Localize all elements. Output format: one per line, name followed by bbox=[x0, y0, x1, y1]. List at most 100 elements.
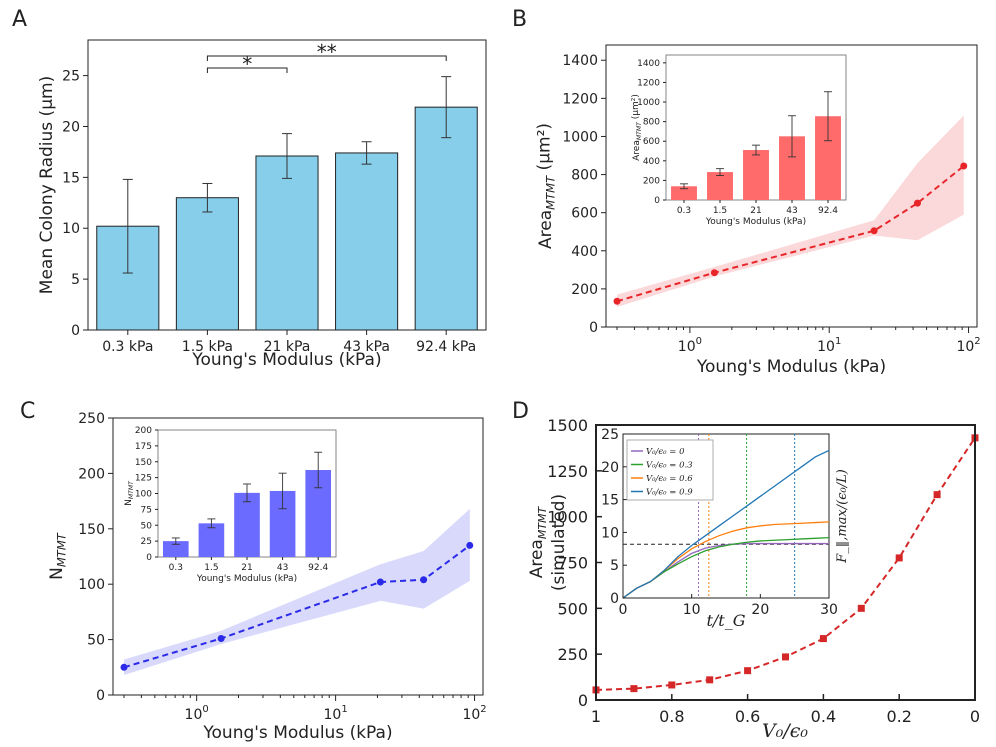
d-xlabel: V₀/ϵ₀ bbox=[762, 720, 808, 742]
c-ytick-label: 100 bbox=[78, 577, 105, 593]
a-ytick-label: 20 bbox=[62, 119, 80, 135]
d-inset-legend-label: V₀/ϵ₀ = 0 bbox=[646, 447, 685, 457]
d-data-point bbox=[895, 554, 903, 562]
c-xtick-label: 101 bbox=[324, 704, 348, 723]
c-inset-ytick-label: 100 bbox=[135, 490, 152, 500]
c-data-point bbox=[420, 576, 428, 584]
a-xtick-label: 0.3 kPa bbox=[102, 339, 153, 355]
b-inset-ytick-label: 200 bbox=[643, 176, 660, 186]
c-inset-ylabel: NMTMT bbox=[124, 480, 135, 506]
c-data-point bbox=[217, 634, 225, 642]
b-ytick-label: 200 bbox=[571, 282, 598, 298]
b-inset-ytick-label: 1200 bbox=[637, 78, 660, 88]
b-inset-xtick-label: 21 bbox=[750, 206, 761, 216]
c-inset-xtick-label: 0.3 bbox=[169, 563, 183, 573]
d-ytick-label: 750 bbox=[557, 554, 588, 573]
d-inset-ytick-label: 5 bbox=[610, 558, 619, 574]
c-ytick-label: 50 bbox=[87, 633, 105, 649]
c-xtick-label: 100 bbox=[185, 704, 209, 723]
a-ytick-label: 10 bbox=[62, 221, 80, 237]
d-ytick-label: 500 bbox=[557, 599, 588, 618]
d-data-point bbox=[857, 604, 865, 612]
c-ytick-label: 250 bbox=[78, 411, 105, 427]
c-inset-bar bbox=[162, 541, 189, 557]
c-xlabel: Young's Modulus (kPa) bbox=[202, 723, 392, 743]
d-xtick-label: 1 bbox=[591, 707, 601, 726]
c-inset-ytick-label: 150 bbox=[135, 458, 152, 468]
d-ytick-label: 250 bbox=[557, 645, 588, 664]
b-inset-ytick-label: 400 bbox=[643, 157, 660, 167]
d-xtick-label: 0 bbox=[970, 707, 980, 726]
c-ylabel: NMTMT bbox=[47, 532, 68, 580]
c-inset-xlabel: Young's Modulus (kPa) bbox=[196, 574, 297, 584]
b-xtick-label: 102 bbox=[956, 336, 980, 355]
b-ytick-label: 800 bbox=[571, 168, 598, 184]
d-inset-xtick-label: 0 bbox=[619, 602, 628, 618]
c-inset-bar bbox=[198, 523, 225, 557]
b-inset-ylabel: AreaMTMT (μm²) bbox=[631, 94, 643, 161]
b-inset-ytick-label: 800 bbox=[643, 118, 660, 128]
c-inset-ytick-label: 200 bbox=[135, 426, 152, 436]
d-inset-series-line bbox=[622, 449, 830, 599]
d-ytick-label: 1000 bbox=[547, 508, 588, 527]
d-data-point bbox=[744, 667, 752, 675]
panel-letter-d: D bbox=[512, 399, 529, 424]
c-ytick-label: 200 bbox=[78, 466, 105, 482]
d-inset-ytick-label: 15 bbox=[601, 493, 619, 509]
d-inset-legend bbox=[626, 439, 714, 501]
a-ytick-label: 15 bbox=[62, 170, 80, 186]
a-ylabel: Mean Colony Radius (μm) bbox=[37, 76, 57, 294]
a-ytick-label: 0 bbox=[71, 323, 80, 339]
b-data-point bbox=[613, 297, 621, 305]
b-inset-xtick-label: 92.4 bbox=[818, 206, 838, 216]
d-inset-ytick-label: 20 bbox=[601, 460, 619, 476]
d-inset-xtick-label: 10 bbox=[683, 602, 701, 618]
d-ylabel: AreaMTMT(simulated) bbox=[527, 494, 569, 591]
a-xlabel: Young's Modulus (kPa) bbox=[191, 350, 381, 370]
b-ytick-label: 0 bbox=[589, 320, 598, 336]
c-inset-ytick-label: 125 bbox=[135, 474, 152, 484]
b-ytick-label: 1200 bbox=[562, 91, 598, 107]
a-bar bbox=[175, 197, 239, 331]
b-inset-ytick-label: 1400 bbox=[637, 59, 660, 69]
b-data-point bbox=[913, 199, 921, 207]
c-xtick-label: 102 bbox=[462, 704, 486, 723]
b-plot-frame bbox=[605, 44, 978, 328]
a-ytick-label: 5 bbox=[71, 272, 80, 288]
c-plot-frame bbox=[112, 417, 484, 696]
d-inset-xlabel: t/t_G bbox=[706, 611, 745, 630]
a-xtick-label: 43 kPa bbox=[343, 339, 390, 355]
b-inset-bar bbox=[707, 172, 733, 200]
c-inset-xtick-label: 92.4 bbox=[308, 563, 328, 573]
b-inset-ytick-label: 0 bbox=[654, 196, 660, 206]
b-ytick-label: 600 bbox=[571, 206, 598, 222]
d-xtick-label: 0.8 bbox=[659, 707, 684, 726]
d-inset-legend-label: V₀/ϵ₀ = 0.3 bbox=[646, 461, 693, 471]
d-inset-legend-label: V₀/ϵ₀ = 0.9 bbox=[646, 488, 693, 498]
c-inset-xtick-label: 43 bbox=[277, 563, 288, 573]
c-data-point bbox=[466, 541, 474, 549]
c-inset-ytick-label: 25 bbox=[141, 537, 152, 547]
d-inset-xtick-label: 30 bbox=[820, 602, 838, 618]
b-xtick-label: 100 bbox=[678, 336, 702, 355]
b-xtick-label: 101 bbox=[817, 336, 841, 355]
panel-letter-a: A bbox=[12, 7, 27, 32]
chart-a: 0 5 10 15 20 25 0.3 kPa 1.5 kPa 21 kPa 43 kPa 92.4… bbox=[37, 39, 487, 370]
b-data-point bbox=[710, 269, 718, 277]
a-significance-label: * bbox=[242, 52, 252, 76]
c-data-point bbox=[376, 578, 384, 586]
b-inset-bar bbox=[671, 186, 697, 200]
panel-letter-c: C bbox=[20, 399, 35, 424]
b-inset-ytick-label: 600 bbox=[643, 137, 660, 147]
c-inset-xtick-label: 21 bbox=[241, 563, 252, 573]
b-inset-ytick-label: 1000 bbox=[637, 98, 660, 108]
b-ytick-label: 1000 bbox=[562, 129, 598, 145]
chart-b: 0 200 400 600 800 1000 1200 1400 100 101 102 Young'… bbox=[534, 44, 981, 377]
panel-letter-b: B bbox=[512, 7, 527, 32]
a-significance-bracket bbox=[206, 55, 447, 61]
c-ytick-label: 150 bbox=[78, 522, 105, 538]
b-confidence-band bbox=[617, 115, 964, 307]
d-ytick-label: 1500 bbox=[547, 416, 588, 435]
a-bar bbox=[255, 155, 319, 331]
